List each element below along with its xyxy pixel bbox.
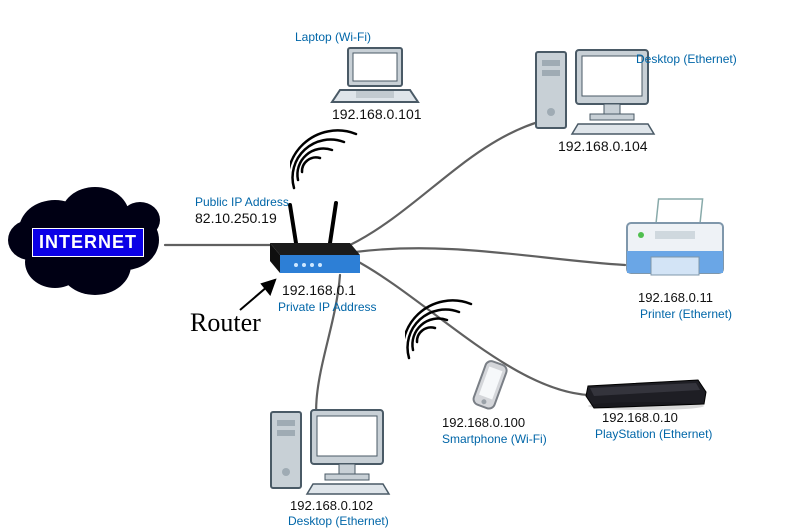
desktop2-label: Desktop (Ethernet) <box>288 514 389 528</box>
public-ip-value: 82.10.250.19 <box>195 210 277 226</box>
private-ip-label: Private IP Address <box>278 300 377 314</box>
laptop-ip: 192.168.0.101 <box>332 106 422 122</box>
playstation-icon <box>580 360 710 415</box>
smartphone-icon <box>470 358 510 418</box>
internet-label: INTERNET <box>32 228 144 257</box>
printer-icon <box>615 195 735 290</box>
printer-ip: 192.168.0.11 <box>638 290 713 305</box>
desktop1-ip: 192.168.0.104 <box>558 138 648 154</box>
smartphone-ip: 192.168.0.100 <box>442 415 525 430</box>
network-diagram: INTERNET Public IP Address 82.10.250.19 … <box>0 0 800 530</box>
playstation-label: PlayStation (Ethernet) <box>595 427 712 441</box>
router-ip-value: 192.168.0.1 <box>282 282 356 298</box>
wifi-arcs-phone-icon <box>405 280 485 360</box>
desktop2-ip: 192.168.0.102 <box>290 498 373 513</box>
smartphone-label: Smartphone (Wi-Fi) <box>442 432 547 446</box>
printer-label: Printer (Ethernet) <box>640 307 732 321</box>
router-name: Router <box>190 308 261 338</box>
public-ip-label: Public IP Address <box>195 195 289 209</box>
playstation-ip: 192.168.0.10 <box>602 410 678 425</box>
laptop-icon <box>330 42 420 112</box>
laptop-label: Laptop (Wi-Fi) <box>295 30 371 44</box>
desktop1-label: Desktop (Ethernet) <box>636 52 737 66</box>
desktop2-icon <box>265 400 395 500</box>
wifi-arcs-laptop-icon <box>290 110 370 190</box>
